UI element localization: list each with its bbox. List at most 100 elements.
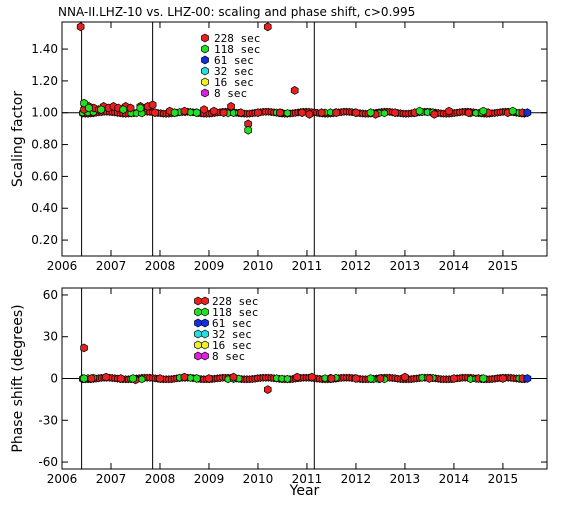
y-tick-label: 0 <box>50 372 58 386</box>
data-point <box>376 374 385 383</box>
data-point <box>263 22 272 32</box>
legend-label: 61 sec <box>214 54 254 67</box>
data-point <box>180 372 189 382</box>
x-tick-label: 2006 <box>47 259 78 273</box>
data-point <box>479 374 488 383</box>
y-tick-label: 30 <box>43 330 58 344</box>
data-point <box>102 372 110 382</box>
legend-marker <box>194 351 202 361</box>
y-tick-label: 0.40 <box>31 201 58 215</box>
legend-label: 118 sec <box>214 43 260 56</box>
data-point <box>80 343 88 353</box>
y-axis-label: Phase shift (degrees) <box>10 304 26 452</box>
data-point <box>332 108 341 118</box>
x-tick-label: 2012 <box>341 259 372 273</box>
y-tick-label: 1.20 <box>31 74 58 88</box>
data-point <box>327 374 336 383</box>
data-point <box>308 372 316 382</box>
y-tick-label: -60 <box>38 455 58 469</box>
legend-marker <box>194 318 202 328</box>
x-tick-label: 2006 <box>47 472 78 486</box>
y-tick-label: 1.00 <box>31 106 58 120</box>
x-tick-label: 2010 <box>243 259 274 273</box>
data-point <box>508 106 517 116</box>
y-tick-label: 1.40 <box>31 42 58 56</box>
y-tick-label: 0.20 <box>31 233 58 247</box>
data-point <box>352 374 360 383</box>
data-point <box>244 125 252 135</box>
x-tick-label: 2015 <box>488 472 519 486</box>
legend-label: 32 sec <box>212 328 252 341</box>
data-point <box>126 103 135 113</box>
legend-label: 228 sec <box>214 32 260 45</box>
legend-label: 16 sec <box>212 339 252 352</box>
legend-label: 8 sec <box>212 350 245 363</box>
data-point <box>366 108 375 118</box>
legend-marker <box>201 296 209 306</box>
data-point <box>430 109 439 119</box>
data-point-band <box>283 109 291 118</box>
data-point <box>227 101 235 111</box>
data-point <box>401 372 409 382</box>
legend-marker <box>194 307 202 317</box>
x-tick-label: 2013 <box>390 259 421 273</box>
data-point <box>192 374 201 383</box>
legend-marker <box>194 296 202 306</box>
data-point <box>200 105 208 115</box>
data-point <box>180 106 189 116</box>
x-tick-label: 2013 <box>390 472 421 486</box>
data-point <box>450 374 458 383</box>
data-point <box>523 374 532 383</box>
data-point <box>352 108 360 118</box>
x-tick-label: 2014 <box>439 259 470 273</box>
data-point <box>219 108 228 118</box>
data-point <box>119 105 128 115</box>
data-point <box>156 374 164 383</box>
data-point <box>148 100 157 110</box>
data-point <box>366 374 375 383</box>
legend-marker <box>201 33 209 43</box>
data-point <box>236 108 245 118</box>
x-tick-label: 2008 <box>145 259 176 273</box>
data-point <box>276 108 284 118</box>
x-tick-label: 2008 <box>145 472 176 486</box>
data-point <box>205 374 213 383</box>
legend-marker <box>201 44 209 54</box>
data-point <box>97 105 106 115</box>
y-tick-label: -30 <box>38 413 58 427</box>
y-tick-label: 0.60 <box>31 169 58 183</box>
x-axis-label: Year <box>289 483 320 499</box>
legend-label: 16 sec <box>214 76 254 89</box>
data-point <box>76 22 85 32</box>
data-point <box>170 108 179 118</box>
data-point <box>80 98 88 108</box>
x-tick-label: 2009 <box>194 259 225 273</box>
data-point-band <box>380 109 388 118</box>
data-point-band <box>283 374 291 383</box>
chart-title: NNA-II.LHZ-10 vs. LHZ-00: scaling and ph… <box>58 5 415 19</box>
y-axis-label: Scaling factor <box>10 91 26 187</box>
data-point <box>415 106 424 116</box>
legend-marker <box>201 55 209 65</box>
data-point <box>136 103 145 113</box>
data-point <box>116 374 125 383</box>
data-point <box>229 372 238 382</box>
legend-marker <box>201 340 209 350</box>
y-tick-label: 60 <box>43 288 58 302</box>
x-tick-label: 2010 <box>243 472 274 486</box>
x-tick-label: 2015 <box>488 259 519 273</box>
data-point <box>464 108 473 118</box>
legend-label: 32 sec <box>214 65 254 78</box>
data-point <box>210 106 218 116</box>
data-point <box>129 374 137 383</box>
data-point <box>499 374 507 383</box>
legend-label: 61 sec <box>212 317 252 330</box>
data-point <box>293 372 301 382</box>
data-point <box>391 108 399 118</box>
data-point <box>80 374 88 383</box>
data-point <box>298 108 306 118</box>
data-point <box>263 385 272 395</box>
data-point <box>85 103 93 113</box>
